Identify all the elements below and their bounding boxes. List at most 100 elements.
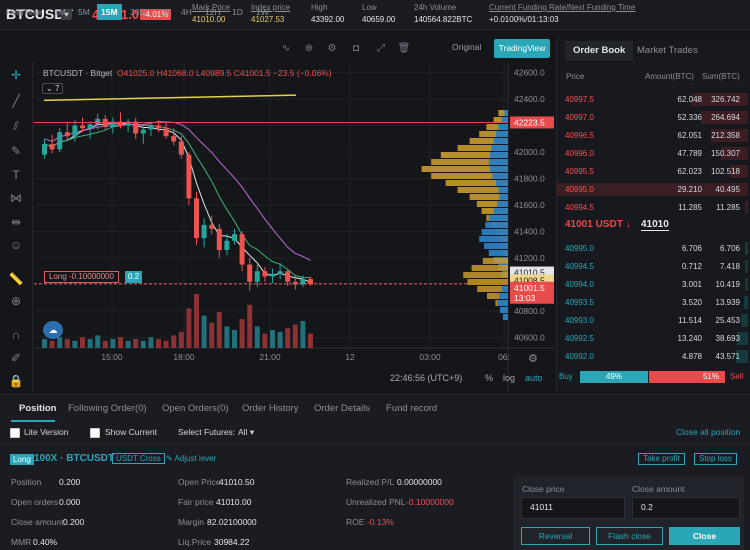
- candle-body: [285, 271, 291, 282]
- lock-icon[interactable]: 🔒: [8, 374, 24, 388]
- moving-average-line: [44, 121, 311, 262]
- ask-row[interactable]: 40996.5 62.051 212.358: [556, 126, 750, 144]
- bid-row[interactable]: 40992.0 4.878 43.571: [556, 347, 750, 365]
- indicator-toggle[interactable]: ⌄ 7: [42, 83, 64, 94]
- adjust-leverage-link[interactable]: ✎ Adjust lever: [166, 454, 217, 463]
- trendline-icon[interactable]: ╱: [12, 94, 20, 108]
- candle-body: [171, 136, 177, 142]
- chart-canvas[interactable]: 42600.042400.042200.042000.041800.041600…: [34, 62, 554, 392]
- lite-version-checkbox[interactable]: [10, 428, 20, 438]
- tab-order-history[interactable]: Order History: [242, 403, 299, 414]
- depth-ask-bar: [431, 159, 508, 165]
- close-price-input[interactable]: 41011: [521, 497, 625, 519]
- stat-low: Low 40659.00: [362, 3, 396, 24]
- bid-row[interactable]: 40994.5 0.712 7.418: [556, 257, 750, 275]
- pitchfork-icon[interactable]: ⫽: [13, 119, 19, 133]
- time-tick-label: 12: [345, 352, 355, 362]
- ob-amount: 3.001: [681, 280, 702, 289]
- volume-bar: [57, 337, 63, 348]
- bid-row[interactable]: 40993.0 11.514 25.453: [556, 311, 750, 329]
- ask-row[interactable]: 40997.0 52.336 264.694: [556, 108, 750, 126]
- lock-drawing-icon[interactable]: ✐: [10, 351, 22, 365]
- log-toggle[interactable]: log: [503, 373, 516, 383]
- camera-icon[interactable]: ◘: [352, 43, 360, 54]
- tf-1h[interactable]: 1H: [159, 7, 170, 17]
- cloud-icon[interactable]: ☁: [43, 321, 63, 339]
- depth-ask-bar: [421, 166, 508, 172]
- tab-fund-record[interactable]: Fund record: [386, 403, 438, 414]
- text-tool-icon[interactable]: T: [12, 168, 20, 182]
- settings-icon[interactable]: ⚙: [327, 43, 337, 54]
- chevron-down-icon[interactable]: ▾: [61, 9, 72, 20]
- position-line-qty[interactable]: 0.2: [125, 271, 143, 283]
- symbol-name[interactable]: BTCUSDT: [6, 6, 73, 22]
- fullscreen-icon[interactable]: ⤢: [377, 43, 385, 54]
- tab-open-orders[interactable]: Open Orders(0): [162, 403, 229, 414]
- tf-5m[interactable]: 5M: [78, 7, 90, 17]
- tf-realtime[interactable]: RealTime: [6, 7, 43, 17]
- tf-1d[interactable]: 1D: [232, 7, 243, 17]
- bid-row[interactable]: 40994.0 3.001 10.419: [556, 275, 750, 293]
- bid-row[interactable]: 40995.0 6.706 6.706: [556, 239, 750, 257]
- ob-price: 40994.5: [565, 203, 594, 212]
- percent-toggle[interactable]: %: [485, 373, 494, 383]
- close-button[interactable]: Close: [669, 527, 740, 545]
- ob-price: 40992.0: [565, 352, 594, 361]
- take-profit-button[interactable]: Take profit: [638, 453, 685, 465]
- pattern-icon[interactable]: ⋈: [10, 191, 22, 205]
- compare-icon[interactable]: ⊕: [304, 43, 314, 54]
- ask-row[interactable]: 40995.0 29.210 40.495: [556, 180, 750, 198]
- ob-amount: 0.712: [681, 262, 702, 271]
- close-all-link[interactable]: Close all position: [676, 427, 741, 437]
- tf-4h[interactable]: 4H: [181, 7, 192, 17]
- close-amount-input[interactable]: 0.2: [632, 497, 740, 519]
- price-chart[interactable]: 42600.042400.042200.042000.041800.041600…: [34, 62, 554, 392]
- futures-select[interactable]: All ▾: [238, 427, 255, 437]
- zoom-in-icon[interactable]: ⊕: [10, 294, 22, 308]
- tab-following-order[interactable]: Following Order(0): [68, 403, 147, 414]
- bid-row[interactable]: 40992.5 13.240 38.693: [556, 329, 750, 347]
- chart-settings-icon[interactable]: ⚙: [528, 352, 538, 365]
- ask-row[interactable]: 40995.5 62.023 102.518: [556, 162, 750, 180]
- ask-row[interactable]: 40996.0 47.789 150.307: [556, 144, 750, 162]
- bid-row[interactable]: 40993.5 3.520 13.939: [556, 293, 750, 311]
- tab-position[interactable]: Position: [19, 403, 57, 414]
- tf-15m[interactable]: 15M: [97, 4, 122, 20]
- tab-order-details[interactable]: Order Details: [314, 403, 370, 414]
- magnet-icon[interactable]: ∩: [11, 328, 21, 342]
- price-tick-label: 40600.0: [514, 332, 545, 342]
- volume-bar: [118, 337, 123, 348]
- trash-icon[interactable]: 🗑: [397, 43, 411, 54]
- candle-body: [186, 154, 192, 199]
- ob-price: 40995.0: [565, 244, 594, 253]
- tf-1w[interactable]: 1W: [256, 7, 269, 17]
- tf-1m[interactable]: 1M: [54, 7, 66, 17]
- price-tick-label: 40800.0: [514, 306, 545, 316]
- original-chart-button[interactable]: Original: [452, 42, 482, 52]
- depth-bid-bar: [502, 117, 508, 123]
- candle-body: [80, 125, 85, 129]
- ask-row[interactable]: 40994.5 11.285 11.285: [556, 198, 750, 216]
- reversal-button[interactable]: Reversal: [521, 527, 590, 545]
- tab-market-trades[interactable]: Market Trades: [637, 45, 698, 56]
- depth-bid-bar: [484, 243, 508, 249]
- auto-toggle[interactable]: auto: [525, 373, 543, 383]
- position-line-label[interactable]: Long -0.10000000: [44, 271, 119, 283]
- measure-icon[interactable]: 📏: [8, 272, 24, 286]
- emoji-icon[interactable]: ☺: [9, 238, 23, 252]
- crosshair-icon[interactable]: ✛: [10, 68, 22, 82]
- brush-icon[interactable]: ✎: [10, 144, 22, 158]
- show-current-checkbox[interactable]: [90, 428, 100, 438]
- ob-sum: 326.742: [711, 95, 740, 104]
- stop-loss-button[interactable]: Stop loss: [694, 453, 737, 465]
- tradingview-button[interactable]: TradingView: [494, 39, 550, 58]
- depth-bid-bar: [503, 314, 508, 320]
- tf-30m[interactable]: 30M: [130, 7, 147, 17]
- ruler-icon[interactable]: ⇹: [10, 215, 22, 229]
- tab-order-book[interactable]: Order Book: [565, 41, 634, 61]
- indicators-icon[interactable]: ∿: [281, 43, 291, 54]
- depth-bar: [741, 183, 748, 196]
- flash-close-button[interactable]: Flash close: [596, 527, 663, 545]
- tf-12h[interactable]: 12H: [205, 7, 221, 17]
- ask-row[interactable]: 40997.5 62.048 326.742: [556, 90, 750, 108]
